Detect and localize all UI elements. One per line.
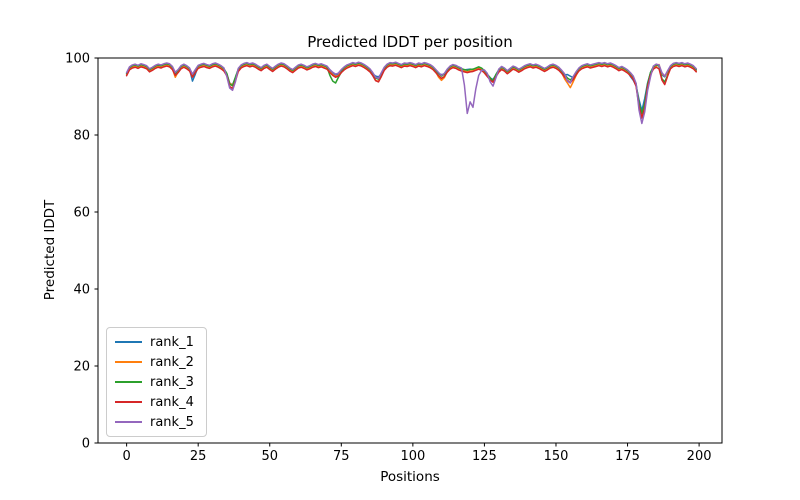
legend-label: rank_1	[150, 334, 194, 350]
x-axis-label: Positions	[380, 469, 440, 485]
legend-label: rank_5	[150, 414, 194, 430]
legend-item-rank_5: rank_5	[115, 412, 198, 432]
legend-item-rank_2: rank_2	[115, 352, 198, 372]
legend-line-sample	[115, 361, 142, 363]
legend-label: rank_2	[150, 354, 194, 370]
legend-label: rank_4	[150, 394, 194, 410]
series-line-rank_4	[125, 64, 697, 119]
legend-item-rank_4: rank_4	[115, 392, 198, 412]
legend-line-sample	[115, 381, 142, 383]
x-tick-label: 0	[122, 449, 130, 464]
x-tick-label: 150	[544, 449, 569, 464]
y-axis-label: Predicted lDDT	[42, 199, 58, 301]
y-tick-label: 40	[73, 283, 90, 298]
x-tick-label: 200	[687, 449, 712, 464]
legend-line-sample	[115, 341, 142, 343]
y-tick-label: 60	[73, 206, 90, 221]
series-line-rank_3	[125, 62, 697, 115]
legend: rank_1 rank_2 rank_3 rank_4 rank_5	[106, 327, 207, 437]
y-tick-label: 100	[65, 52, 90, 67]
legend-item-rank_1: rank_1	[115, 332, 198, 352]
series-line-rank_2	[125, 63, 697, 116]
legend-label: rank_3	[150, 374, 194, 390]
x-tick-label: 25	[190, 449, 207, 464]
series-line-rank_1	[125, 62, 697, 112]
y-tick-label: 20	[73, 360, 90, 375]
y-tick-label: 0	[82, 437, 90, 452]
x-tick-label: 175	[615, 449, 640, 464]
y-tick-label: 80	[73, 129, 90, 144]
legend-line-sample	[115, 401, 142, 403]
series-line-rank_5	[125, 61, 697, 125]
axes-frame	[97, 57, 723, 444]
legend-line-sample	[115, 421, 142, 423]
x-tick-label: 125	[472, 449, 497, 464]
x-tick-label: 100	[400, 449, 425, 464]
chart-title: Predicted lDDT per position	[307, 33, 513, 51]
legend-item-rank_3: rank_3	[115, 372, 198, 392]
x-tick-label: 50	[261, 449, 278, 464]
x-tick-label: 75	[333, 449, 350, 464]
